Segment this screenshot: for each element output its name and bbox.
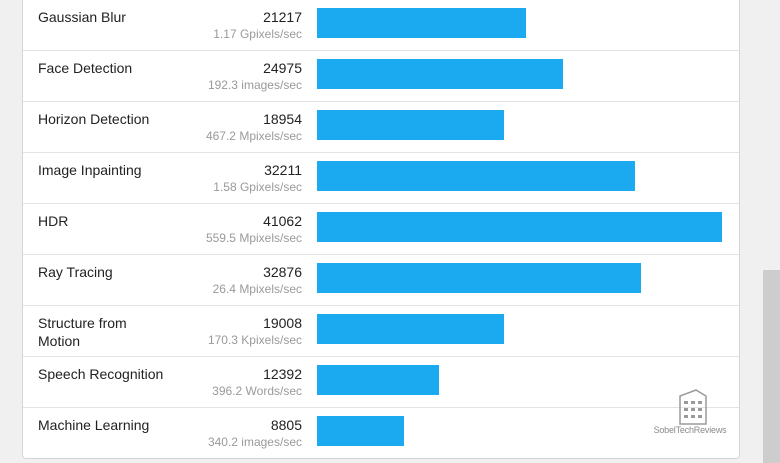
test-name: Image Inpainting (38, 162, 142, 178)
benchmark-row: Image Inpainting 32211 1.58 Gpixels/sec (23, 153, 739, 204)
test-score: 19008 (263, 315, 302, 331)
test-rate: 1.17 Gpixels/sec (213, 27, 302, 41)
test-score: 32211 (264, 162, 302, 178)
benchmark-row: Ray Tracing 32876 26.4 Mpixels/sec (23, 255, 739, 306)
test-name: Face Detection (38, 60, 133, 76)
test-name: Structure from Motion (38, 315, 127, 349)
score-bar (317, 212, 722, 242)
benchmark-row: Face Detection 24975 192.3 images/sec (23, 51, 739, 102)
test-rate: 396.2 Words/sec (212, 384, 302, 398)
test-name: HDR (38, 213, 69, 229)
score-bar (317, 59, 563, 89)
score-bar (317, 161, 635, 191)
test-rate: 192.3 images/sec (207, 78, 302, 92)
test-score: 12392 (263, 366, 302, 382)
test-score: 18954 (263, 111, 302, 127)
benchmark-row: Speech Recognition 12392 396.2 Words/sec (23, 357, 739, 408)
benchmark-row: Structure from Motion 19008 170.3 Kpixels/… (23, 306, 739, 357)
benchmark-row: Gaussian Blur 21217 1.17 Gpixels/sec (23, 0, 739, 51)
test-rate: 467.2 Mpixels/sec (205, 129, 302, 143)
test-score: 8805 (270, 417, 302, 433)
test-rate: 340.2 images/sec (207, 435, 302, 449)
test-score: 32876 (263, 264, 302, 280)
test-name: Horizon Detection (38, 111, 150, 127)
test-name: Speech Recognition (38, 366, 164, 382)
test-score: 41062 (263, 213, 302, 229)
score-bar (317, 263, 641, 293)
test-rate: 559.5 Mpixels/sec (205, 231, 302, 245)
test-rate: 170.3 Kpixels/sec (207, 333, 302, 347)
test-score: 24975 (263, 60, 302, 76)
test-score: 21217 (263, 9, 302, 25)
watermark-text: SobelTechReviews (653, 425, 727, 435)
score-bar (317, 416, 404, 446)
benchmark-row: HDR 41062 559.5 Mpixels/sec (23, 204, 739, 255)
score-bar (317, 314, 504, 344)
benchmark-panel: Gaussian Blur 21217 1.17 Gpixels/sec Face D… (22, 0, 740, 459)
score-bar (317, 365, 439, 395)
score-bar (317, 110, 504, 140)
watermark: SobelTechReviews (640, 388, 740, 438)
test-name: Machine Learning (38, 417, 150, 433)
test-name: Gaussian Blur (38, 9, 126, 25)
test-rate: 26.4 Mpixels/sec (212, 282, 302, 296)
scrollbar-thumb[interactable] (763, 270, 780, 463)
building-logo-icon (679, 389, 707, 425)
test-rate: 1.58 Gpixels/sec (213, 180, 302, 194)
benchmark-row: Machine Learning 8805 340.2 images/sec (23, 408, 739, 458)
test-name: Ray Tracing (38, 264, 113, 280)
benchmark-row: Horizon Detection 18954 467.2 Mpixels/sec (23, 102, 739, 153)
score-bar (317, 8, 526, 38)
